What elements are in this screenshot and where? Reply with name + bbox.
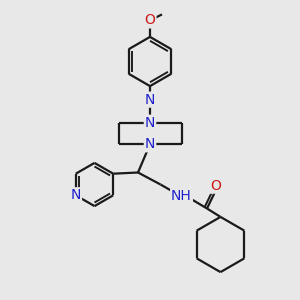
Text: N: N — [145, 93, 155, 106]
Text: N: N — [70, 188, 81, 202]
Text: O: O — [210, 179, 221, 193]
Text: O: O — [145, 14, 155, 27]
Text: N: N — [145, 116, 155, 130]
Text: NH: NH — [171, 190, 192, 203]
Text: N: N — [145, 137, 155, 151]
